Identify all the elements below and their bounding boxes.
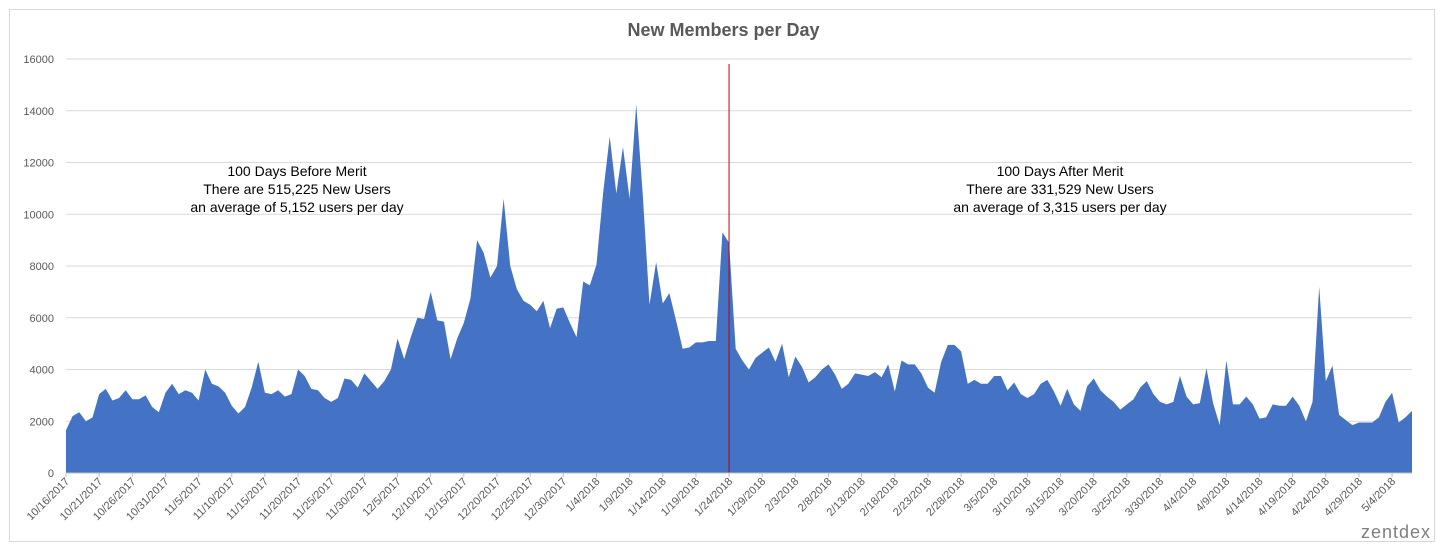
y-tick-label: 16000	[23, 54, 54, 66]
y-tick-label: 0	[48, 468, 54, 480]
x-tick-label: 4/4/2018	[1161, 476, 1200, 515]
x-tick-label: 2/3/2018	[763, 476, 802, 515]
series-area	[66, 104, 1412, 473]
y-tick-label: 2000	[30, 416, 54, 428]
x-axis-ticks: 10/16/201710/21/201710/26/201710/31/2017…	[25, 473, 1398, 523]
y-tick-label: 4000	[30, 365, 54, 377]
y-tick-label: 14000	[23, 106, 54, 118]
annotation-after-merit: 100 Days After Merit There are 331,529 N…	[935, 162, 1185, 216]
annotation-after-line2: There are 331,529 New Users	[966, 181, 1154, 197]
x-tick-label: 1/4/2018	[564, 476, 603, 515]
annotation-before-line2: There are 515,225 New Users	[203, 181, 391, 197]
annotation-before-line1: 100 Days Before Merit	[227, 163, 367, 179]
annotation-after-line1: 100 Days After Merit	[996, 163, 1124, 179]
chart-title: New Members per Day	[627, 20, 820, 40]
zentdex-watermark: zentdex	[1360, 522, 1431, 542]
y-tick-label: 10000	[23, 209, 54, 221]
y-axis-ticks: 0 2000 4000 6000 8000 10000 12000 14000 16000	[23, 54, 54, 480]
y-tick-label: 8000	[30, 261, 54, 273]
y-tick-label: 12000	[23, 158, 54, 170]
annotation-before-merit: 100 Days Before Merit There are 515,225 …	[172, 162, 422, 216]
series-area-fill	[66, 104, 1412, 473]
annotation-before-line3: an average of 5,152 users per day	[190, 199, 404, 215]
annotation-after-line3: an average of 3,315 users per day	[953, 199, 1167, 215]
y-tick-label: 6000	[30, 313, 54, 325]
x-tick-label: 5/4/2018	[1359, 476, 1398, 515]
